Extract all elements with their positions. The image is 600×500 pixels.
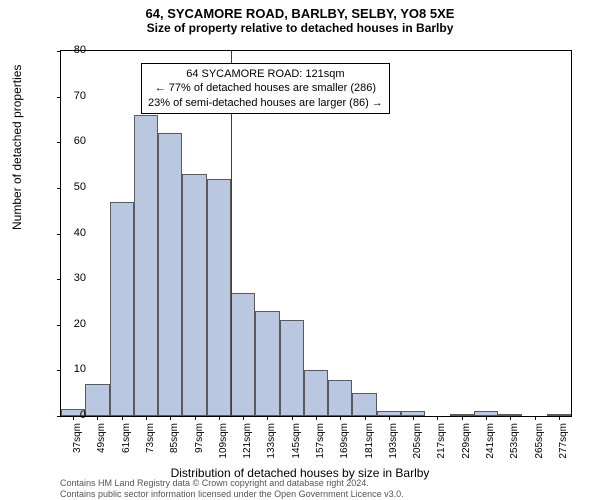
y-tick-label: 60 (62, 135, 86, 147)
x-tick-label: 121sqm (242, 423, 253, 463)
page-title: 64, SYCAMORE ROAD, BARLBY, SELBY, YO8 5X… (0, 0, 600, 21)
y-tick-label: 70 (62, 90, 86, 102)
x-tick-label: 61sqm (121, 423, 132, 463)
histogram-bar (85, 384, 109, 416)
histogram-bar (280, 320, 304, 416)
x-tick-label: 205sqm (412, 423, 423, 463)
x-tick-label: 169sqm (339, 423, 350, 463)
page-subtitle: Size of property relative to detached ho… (0, 21, 600, 39)
x-tick-label: 181sqm (364, 423, 375, 463)
histogram-chart: 64 SYCAMORE ROAD: 121sqm← 77% of detache… (60, 50, 572, 417)
x-tick-label: 217sqm (436, 423, 447, 463)
x-tick-label: 193sqm (388, 423, 399, 463)
x-tick-label: 97sqm (194, 423, 205, 463)
x-tick-label: 253sqm (509, 423, 520, 463)
histogram-bar (304, 370, 328, 416)
x-tick-label: 265sqm (534, 423, 545, 463)
x-tick-label: 85sqm (169, 423, 180, 463)
histogram-bar (328, 380, 352, 417)
x-tick-label: 229sqm (461, 423, 472, 463)
annotation-line: 23% of semi-detached houses are larger (… (148, 96, 383, 110)
x-tick-label: 73sqm (145, 423, 156, 463)
x-tick-label: 37sqm (72, 423, 83, 463)
histogram-bar (110, 202, 134, 416)
annotation-line: 64 SYCAMORE ROAD: 121sqm (148, 67, 383, 81)
histogram-bar (255, 311, 279, 416)
y-tick-label: 20 (62, 318, 86, 330)
histogram-bar (158, 133, 182, 416)
x-tick-label: 157sqm (315, 423, 326, 463)
x-tick-label: 145sqm (291, 423, 302, 463)
histogram-bar (352, 393, 376, 416)
y-tick-label: 0 (62, 409, 86, 421)
annotation-line: ← 77% of detached houses are smaller (28… (148, 81, 383, 95)
y-axis-label: Number of detached properties (10, 65, 24, 230)
y-tick-label: 80 (62, 44, 86, 56)
y-tick-label: 40 (62, 227, 86, 239)
annotation-box: 64 SYCAMORE ROAD: 121sqm← 77% of detache… (141, 63, 390, 114)
histogram-bar (182, 174, 206, 416)
y-tick-label: 50 (62, 181, 86, 193)
x-tick-label: 49sqm (96, 423, 107, 463)
credits-line-1: Contains HM Land Registry data © Crown c… (60, 478, 404, 489)
x-tick-label: 277sqm (558, 423, 569, 463)
histogram-bar (207, 179, 231, 416)
histogram-bar (231, 293, 255, 416)
credits-text: Contains HM Land Registry data © Crown c… (60, 478, 404, 500)
credits-line-2: Contains public sector information licen… (60, 489, 404, 500)
y-tick-label: 30 (62, 272, 86, 284)
x-tick-label: 109sqm (218, 423, 229, 463)
y-tick-label: 10 (62, 363, 86, 375)
x-tick-label: 133sqm (266, 423, 277, 463)
x-tick-label: 241sqm (485, 423, 496, 463)
histogram-bar (134, 115, 158, 416)
